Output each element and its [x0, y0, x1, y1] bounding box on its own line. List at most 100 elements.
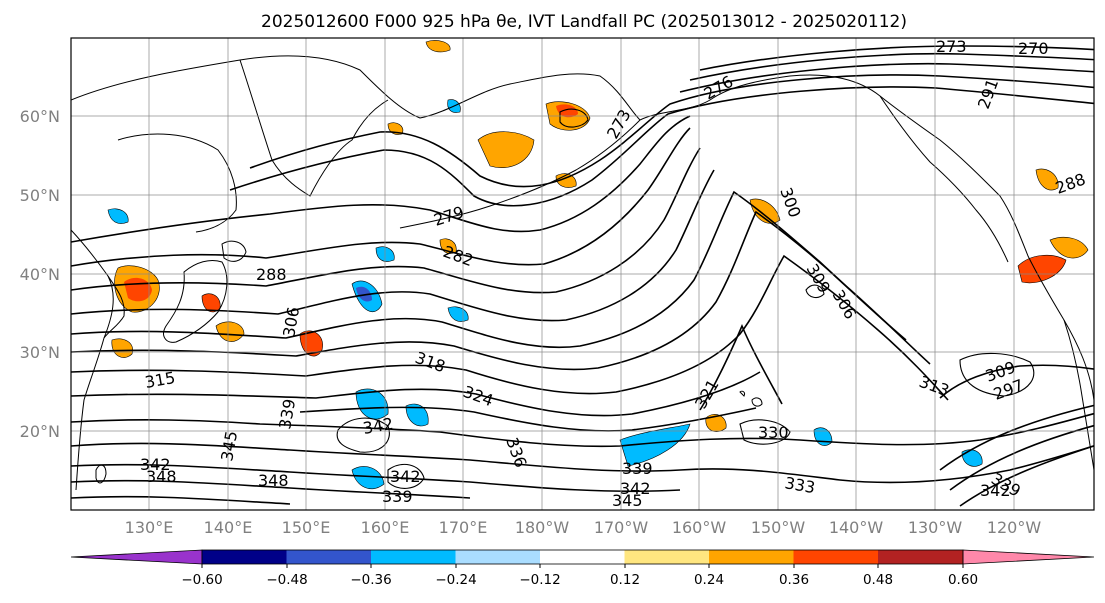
colorbar-label: −0.60: [181, 572, 222, 588]
contour-small-2: [387, 463, 425, 489]
anomaly-neg-4: [351, 466, 385, 490]
lat-label-30n: 30°N: [20, 343, 60, 362]
figure-title: 2025012600 F000 925 hPa θe, IVT Landfall…: [261, 12, 907, 32]
longitude-labels: 130°E 140°E 150°E 160°E 170°E 180°W 170°…: [125, 518, 1042, 537]
anomaly-patch-gulf: [749, 198, 781, 224]
colorbar-extend-max: [962, 549, 1095, 565]
contour-small-4: [959, 352, 1035, 397]
lon-label-160e: 160°E: [361, 518, 410, 537]
coast-mexico: [1063, 319, 1094, 471]
anomaly-patch-pnw: [1017, 254, 1067, 284]
anomaly-patch-sub1: [705, 414, 727, 432]
lon-label-140w: 140°W: [829, 518, 884, 537]
colorbar-label: 0.36: [779, 572, 809, 588]
contour-label: 342: [390, 467, 421, 486]
lon-label-170w: 170°W: [594, 518, 649, 537]
colorbar-label: −0.48: [266, 572, 307, 588]
contour-270: [699, 45, 1094, 71]
colorbar-label: 0.48: [863, 572, 893, 588]
colorbar-segment: [793, 550, 879, 564]
lon-label-150w: 150°W: [751, 518, 806, 537]
coast-siberia: [71, 55, 641, 121]
contour-sw-3: [959, 445, 1094, 507]
colorbar-label: 0.12: [610, 572, 640, 588]
anomaly-neg-3: [619, 423, 691, 467]
contour-339: [71, 479, 471, 499]
colorbar-ticks: [201, 564, 964, 568]
latitude-labels: 60°N 50°N 40°N 30°N 20°N: [20, 107, 60, 441]
colorbar-segment: [286, 550, 372, 564]
contour-273: [689, 52, 1094, 81]
colorbar-segment: [878, 550, 963, 564]
lon-label-140e: 140°E: [204, 518, 253, 537]
contour-small-3: [739, 419, 791, 445]
contour-label: 273: [936, 37, 967, 56]
contour-288: [71, 127, 691, 267]
coast-okhotsk: [117, 133, 237, 233]
contour-small-1: [336, 417, 390, 453]
contour-333: [71, 442, 1094, 484]
colorbar-segment: [202, 550, 287, 564]
coast-hawaii: [739, 390, 763, 407]
colorbar-segment: [624, 550, 710, 564]
colorbar-extend-min: [70, 549, 203, 565]
contour-sw-2: [949, 424, 1094, 491]
contour-291: [71, 147, 701, 294]
coast-asia-east: [71, 229, 114, 491]
colorbar-label: 0.24: [694, 572, 724, 588]
gridlines: [71, 38, 1094, 510]
lon-label-130w: 130°W: [908, 518, 963, 537]
anomaly-neg-1-core: [356, 286, 372, 302]
contour-label: 288: [256, 265, 287, 284]
anomaly-patch-bc: [1035, 168, 1059, 191]
lat-label-60n: 60°N: [20, 107, 60, 126]
shaded-anomalies: [107, 40, 1089, 490]
contour-318: [71, 371, 761, 417]
lon-label-150e: 150°E: [282, 518, 331, 537]
contour-336: [71, 463, 681, 493]
map-frame: [70, 37, 1095, 511]
contour-282: [229, 86, 1094, 207]
coastlines: [71, 55, 1094, 491]
contour-small-5: [559, 108, 589, 128]
lat-label-20n: 20°N: [20, 422, 60, 441]
colorbar-label: −0.36: [350, 572, 391, 588]
contour-label: 330: [758, 423, 789, 442]
colorbar-outline: [201, 549, 964, 565]
anomaly-patch-alaska2: [477, 131, 535, 168]
contour-342: [71, 495, 291, 505]
contour-297: [71, 169, 715, 322]
contour-label: 348: [258, 471, 289, 490]
contour-285: [71, 115, 691, 243]
lon-label-160w: 160°W: [672, 518, 727, 537]
anomaly-neg-7: [107, 208, 129, 224]
colorbar-segment: [709, 550, 794, 564]
colorbar-labels: −0.60 −0.48 −0.36 −0.24 −0.12 0.12 0.24 …: [181, 572, 978, 588]
contour-label: 339: [382, 487, 413, 506]
lon-label-180w: 180°W: [515, 518, 570, 537]
colorbar-label: −0.12: [519, 572, 560, 588]
coast-hokkaido: [221, 240, 247, 262]
contour-330: [71, 412, 1094, 448]
contour-label: 342: [140, 455, 171, 474]
map-panel: 279 282 288 306 315 318 324 336 339 342 …: [20, 37, 1095, 537]
coast-bc: [879, 95, 1009, 263]
contour-label: 348: [146, 467, 177, 486]
colorbar-segment: [455, 550, 541, 564]
coast-japan: [163, 259, 228, 343]
contour-279: [249, 74, 1094, 188]
anomaly-neg-5: [405, 403, 429, 427]
colorbar-segment: [540, 550, 625, 564]
contour-label: 339: [622, 459, 653, 478]
lon-label-170e: 170°E: [439, 518, 488, 537]
contour-label: 342: [620, 479, 651, 498]
lon-label-130e: 130°E: [125, 518, 174, 537]
contour-313: [71, 254, 949, 401]
colorbar-segments: [70, 549, 1095, 565]
lon-label-120w: 120°W: [987, 518, 1042, 537]
contour-label: 270: [1018, 39, 1049, 58]
colorbar-label: 0.60: [948, 572, 978, 588]
contour-small-6: [805, 284, 825, 299]
contour-276: [679, 62, 1094, 93]
